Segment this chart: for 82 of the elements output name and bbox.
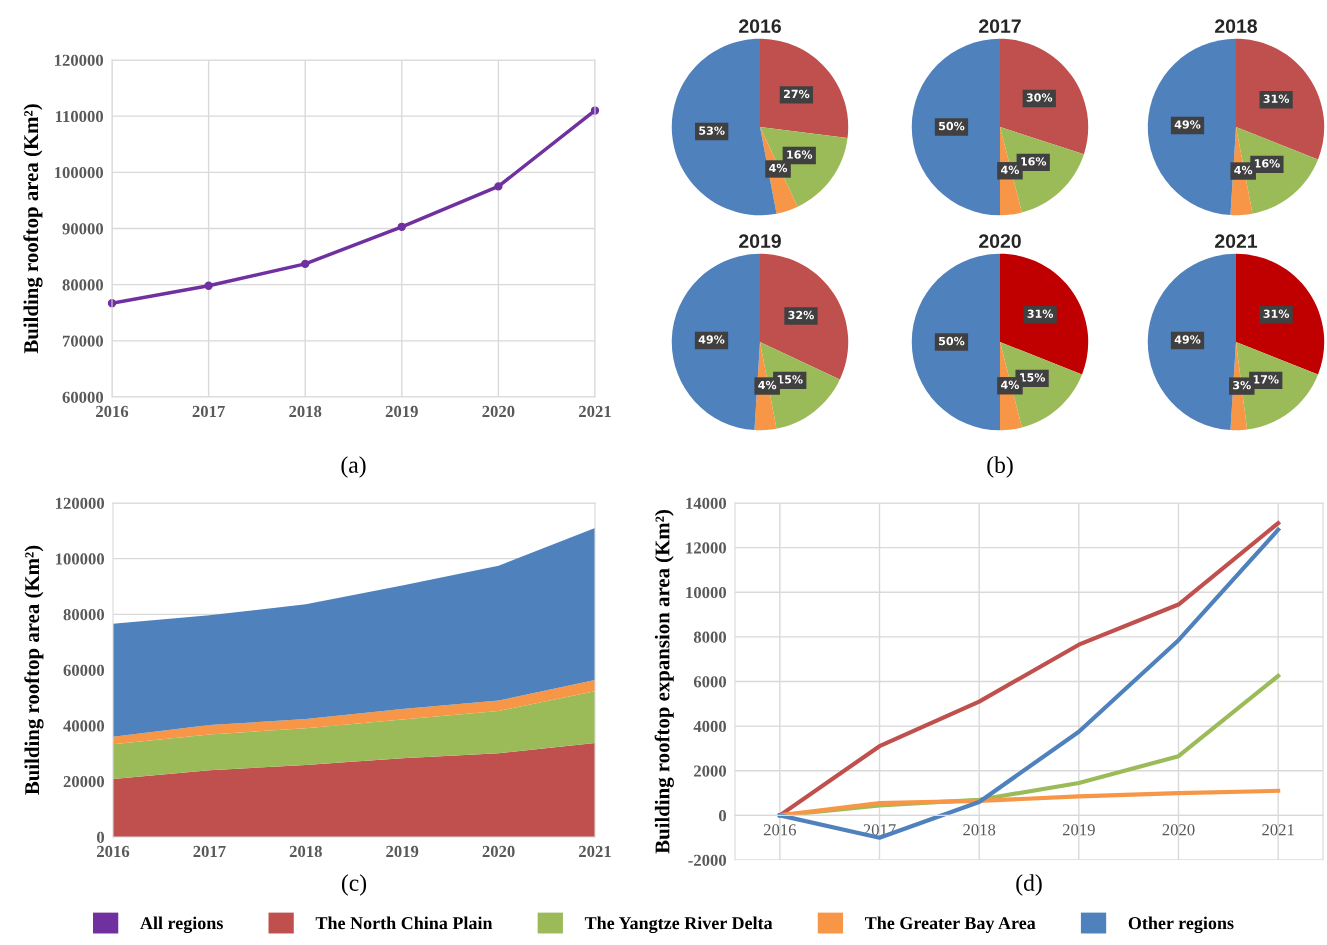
text: (a) (341, 456, 366, 478)
data-label: 27% (783, 89, 810, 99)
data-label: 4% (758, 380, 777, 390)
chart-title: 2021 (1215, 234, 1258, 249)
data-label: 17% (1253, 375, 1279, 384)
x-tick-label: 2021 (579, 405, 611, 418)
y-tick-label: 2000 (694, 765, 727, 777)
data-label: 4% (1234, 165, 1253, 175)
data-label: 16% (1254, 159, 1280, 168)
y-tick-label: 14000 (686, 497, 727, 509)
data-label: 15% (777, 375, 803, 384)
x-tick-label: 2016 (763, 824, 797, 836)
data-label: 31% (1263, 309, 1290, 318)
data-label: 4% (1001, 165, 1020, 174)
y-tick-label: 6000 (693, 676, 727, 688)
y-tick-label: 60000 (63, 664, 105, 676)
y-axis-title: Building rooftop area (Km²) (24, 545, 44, 795)
x-tick-label: 2016 (96, 405, 129, 418)
y-tick-label: 80000 (62, 279, 104, 291)
data-label: 32% (788, 310, 814, 320)
y-tick-label: 20000 (63, 776, 105, 788)
x-tick-label: 2021 (1262, 824, 1294, 836)
data-label: 3% (1233, 380, 1251, 390)
data-label: 4% (769, 163, 788, 173)
data-label: 53% (699, 126, 725, 135)
y-tick-label: 80000 (63, 609, 105, 621)
y-tick-label: -2000 (688, 854, 727, 866)
text: (b) (987, 456, 1013, 478)
x-tick-label: 2019 (385, 405, 418, 418)
y-tick-label: 100000 (55, 167, 104, 179)
chart-title: 2020 (979, 234, 1021, 249)
chart-title: 2016 (739, 19, 781, 34)
x-tick-label: 2019 (386, 845, 419, 858)
text: (c) (341, 874, 367, 896)
x-tick-label: 2016 (97, 845, 130, 858)
y-tick-label: 12000 (686, 542, 727, 554)
data-label: 50% (939, 121, 965, 131)
x-tick-label: 2017 (193, 845, 226, 858)
legend-label: Other regions (1128, 916, 1234, 934)
legend-label: All regions (140, 916, 223, 934)
y-tick-label: 90000 (62, 223, 104, 235)
y-tick-label: 0 (96, 831, 105, 843)
legend-label: The Greater Bay Area (865, 916, 1036, 933)
y-tick-label: 0 (718, 810, 727, 822)
chart-title: 2018 (1215, 19, 1258, 34)
x-tick-label: 2020 (482, 845, 515, 858)
y-tick-label: 100000 (56, 553, 105, 565)
data-label: 49% (1174, 335, 1201, 344)
y-tick-label: 120000 (56, 497, 105, 509)
x-tick-label: 2017 (192, 405, 225, 418)
data-label: 16% (1021, 157, 1047, 166)
data-label: 4% (1001, 380, 1020, 389)
data-label: 30% (1026, 93, 1053, 102)
data-label: 31% (1263, 94, 1290, 103)
x-tick-label: 2021 (579, 845, 611, 858)
x-tick-label: 2019 (1062, 824, 1095, 836)
legend-label: The Yangtze River Delta (584, 916, 773, 934)
data-label: 31% (1027, 309, 1054, 318)
y-axis-title: Building rooftop expansion area (Km²) (654, 510, 674, 854)
y-tick-label: 40000 (63, 720, 105, 732)
y-tick-label: 4000 (693, 720, 727, 733)
data-label: 16% (787, 150, 813, 159)
chart-title: 2017 (979, 19, 1021, 34)
y-axis-title: Building rooftop area (Km²) (23, 104, 43, 354)
data-label: 50% (939, 336, 965, 346)
data-label: 15% (1020, 373, 1046, 382)
x-tick-label: 2018 (963, 824, 996, 836)
y-tick-label: 120000 (55, 54, 104, 66)
chart-title: 2019 (739, 234, 781, 249)
y-tick-label: 60000 (62, 391, 104, 403)
x-tick-label: 2018 (289, 845, 322, 858)
x-tick-label: 2018 (289, 405, 322, 418)
legend-label: The North China Plain (315, 916, 493, 930)
x-tick-label: 2020 (1162, 824, 1195, 836)
y-tick-label: 10000 (686, 586, 727, 599)
y-tick-label: 110000 (55, 110, 104, 123)
data-label: 49% (1174, 120, 1201, 129)
y-tick-label: 8000 (693, 631, 727, 643)
y-tick-label: 70000 (62, 335, 104, 347)
text: (d) (1016, 874, 1042, 896)
data-label: 49% (698, 335, 725, 344)
x-tick-label: 2020 (482, 405, 515, 418)
